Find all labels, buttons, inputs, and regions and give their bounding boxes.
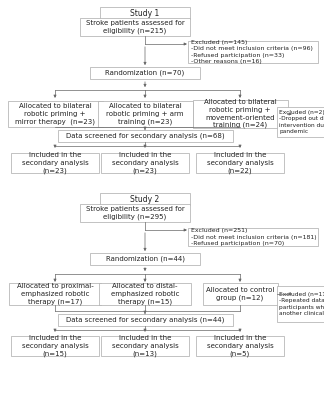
- Text: Excluded (n=251)
-Did not meet inclusion criteria (n=181)
-Refused participation: Excluded (n=251) -Did not meet inclusion…: [191, 228, 317, 246]
- Text: Included in the
secondary analysis
(n=15): Included in the secondary analysis (n=15…: [22, 335, 88, 357]
- Text: Allocated to distal-
emphasized robotic
therapy (n=15): Allocated to distal- emphasized robotic …: [111, 283, 179, 305]
- FancyBboxPatch shape: [99, 283, 191, 305]
- FancyBboxPatch shape: [7, 101, 102, 127]
- Text: Study 1: Study 1: [130, 8, 160, 18]
- FancyBboxPatch shape: [192, 100, 287, 128]
- Text: Randomization (n=44): Randomization (n=44): [106, 256, 184, 262]
- FancyBboxPatch shape: [11, 336, 99, 356]
- Text: Randomization (n=70): Randomization (n=70): [105, 70, 185, 76]
- Text: Included in the
secondary analysis
(n=22): Included in the secondary analysis (n=22…: [207, 152, 273, 174]
- Text: Allocated to bilateral
robotic priming +
movement-oriented
training (n=24): Allocated to bilateral robotic priming +…: [203, 100, 276, 128]
- Text: Allocated to control
group (n=12): Allocated to control group (n=12): [206, 287, 274, 301]
- FancyBboxPatch shape: [277, 107, 324, 137]
- FancyBboxPatch shape: [80, 18, 190, 36]
- Text: Data screened for secondary analysis (n=44): Data screened for secondary analysis (n=…: [66, 317, 224, 323]
- FancyBboxPatch shape: [57, 314, 233, 326]
- FancyBboxPatch shape: [90, 253, 200, 265]
- Text: Stroke patients assessed for
eligibility (n=215): Stroke patients assessed for eligibility…: [86, 20, 184, 34]
- Text: Included in the
secondary analysis
(n=13): Included in the secondary analysis (n=13…: [112, 335, 179, 357]
- Text: Included in the
secondary analysis
(n=23): Included in the secondary analysis (n=23…: [22, 152, 88, 174]
- Text: Included in the
secondary analysis
(n=5): Included in the secondary analysis (n=5): [207, 335, 273, 357]
- FancyBboxPatch shape: [80, 204, 190, 222]
- Text: Excluded (n=2)
-Dropped out during
intervention due to COVID-19
pandemic: Excluded (n=2) -Dropped out during inter…: [279, 110, 324, 134]
- Text: Stroke patients assessed for
eligibility (n=295): Stroke patients assessed for eligibility…: [86, 206, 184, 220]
- FancyBboxPatch shape: [98, 101, 192, 127]
- FancyBboxPatch shape: [101, 153, 189, 173]
- FancyBboxPatch shape: [188, 228, 318, 246]
- FancyBboxPatch shape: [100, 7, 190, 19]
- FancyBboxPatch shape: [9, 283, 101, 305]
- Text: Allocated to bilateral
robotic priming +
mirror therapy  (n=23): Allocated to bilateral robotic priming +…: [15, 103, 95, 125]
- Text: Data screened for secondary analysis (n=68): Data screened for secondary analysis (n=…: [66, 133, 224, 139]
- FancyBboxPatch shape: [196, 336, 284, 356]
- FancyBboxPatch shape: [90, 67, 200, 79]
- Text: Allocated to bilateral
robotic priming + arm
training (n=23): Allocated to bilateral robotic priming +…: [106, 103, 184, 125]
- Text: Allocated to proximal-
emphasized robotic
therapy (n=17): Allocated to proximal- emphasized roboti…: [17, 283, 93, 305]
- FancyBboxPatch shape: [100, 193, 190, 205]
- FancyBboxPatch shape: [202, 283, 277, 305]
- FancyBboxPatch shape: [101, 336, 189, 356]
- FancyBboxPatch shape: [188, 41, 318, 63]
- FancyBboxPatch shape: [11, 153, 99, 173]
- FancyBboxPatch shape: [196, 153, 284, 173]
- Text: Excluded (n=145)
-Did not meet inclusion criteria (n=96)
-Refused participation : Excluded (n=145) -Did not meet inclusion…: [191, 40, 313, 64]
- Text: Study 2: Study 2: [130, 194, 160, 204]
- FancyBboxPatch shape: [277, 286, 324, 322]
- FancyBboxPatch shape: [57, 130, 233, 142]
- Text: Included in the
secondary analysis
(n=23): Included in the secondary analysis (n=23…: [112, 152, 179, 174]
- Text: Excluded (n=11)
-Repeated data of the same
participants who participated in
anot: Excluded (n=11) -Repeated data of the sa…: [279, 292, 324, 316]
